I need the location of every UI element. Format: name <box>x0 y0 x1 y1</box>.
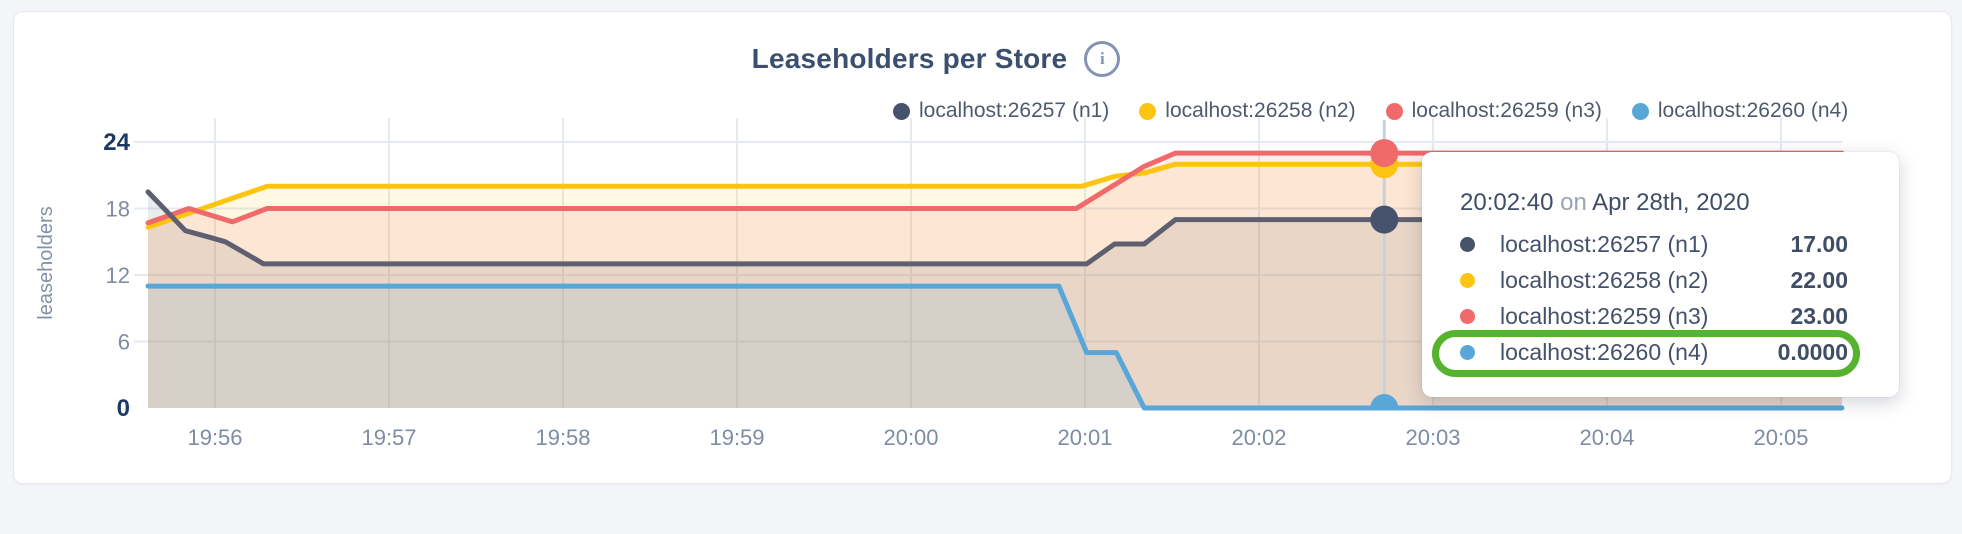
legend: localhost:26257 (n1) localhost:26258 (n2… <box>893 99 1848 123</box>
y-tick-label: 12 <box>106 263 130 288</box>
tooltip-series-label: localhost:26260 (n4) <box>1500 338 1709 365</box>
x-tick-label: 20:01 <box>1057 425 1112 450</box>
tooltip-row-n1: localhost:26257 (n1) 17.00 <box>1460 226 1848 262</box>
series-line-localhost:26257 (n1) <box>145 189 1845 267</box>
tooltip-series-value: 0.0000 <box>1777 338 1848 365</box>
hover-dot-localhost:26257 (n1) <box>1370 205 1399 234</box>
y-tick-label: 0 <box>117 395 130 422</box>
series-area-localhost:26257 (n1) <box>148 191 1842 408</box>
x-tick-label: 20:05 <box>1753 425 1808 450</box>
tooltip-series-label: localhost:26259 (n3) <box>1500 302 1709 329</box>
tooltip-connector: on <box>1560 189 1587 216</box>
y-tick-label: 18 <box>106 197 130 222</box>
legend-item-n2: localhost:26258 (n2) <box>1139 99 1356 123</box>
legend-label-n4: localhost:26260 (n4) <box>1657 99 1849 122</box>
x-tick-label: 20:03 <box>1405 425 1460 450</box>
tooltip-series-value: 17.00 <box>1790 230 1848 257</box>
x-tick-label: 19:58 <box>535 425 590 450</box>
series-line-localhost:26260 (n4) <box>145 283 1845 411</box>
hover-dot-localhost:26259 (n3) <box>1370 139 1399 168</box>
series-dot-n3-icon <box>1460 308 1475 324</box>
legend-dot-n2-icon <box>1139 102 1157 120</box>
y-tick-label: 6 <box>118 330 130 355</box>
legend-item-n1: localhost:26257 (n1) <box>893 99 1109 123</box>
series-line-localhost:26258 (n2) <box>145 161 1845 230</box>
hover-tooltip: 20:02:40 on Apr 28th, 2020 localhost:262… <box>1422 152 1899 397</box>
tooltip-series-value: 23.00 <box>1790 302 1848 329</box>
tooltip-row-n4: localhost:26260 (n4) 0.0000 <box>1460 334 1848 370</box>
tooltip-series-label: localhost:26258 (n2) <box>1500 266 1709 293</box>
tooltip-timestamp: 20:02:40 on Apr 28th, 2020 <box>1460 188 1848 218</box>
tooltip-series-label: localhost:26257 (n1) <box>1500 230 1709 257</box>
tooltip-date: Apr 28th, 2020 <box>1592 189 1750 216</box>
legend-item-n4: localhost:26260 (n4) <box>1631 99 1849 123</box>
x-tick-label: 20:04 <box>1579 425 1634 450</box>
series-dot-n2-icon <box>1460 272 1475 288</box>
info-icon[interactable]: i <box>1084 41 1121 77</box>
legend-dot-n4-icon <box>1631 102 1649 120</box>
tooltip-series-value: 22.00 <box>1790 266 1848 293</box>
series-area-localhost:26259 (n3) <box>148 153 1842 408</box>
series-dot-n4-icon <box>1460 344 1475 360</box>
chart-header: Leaseholders per Store i <box>0 41 1917 77</box>
series-line-localhost:26259 (n3) <box>145 150 1845 226</box>
tooltip-time: 20:02:40 <box>1460 189 1554 216</box>
tooltip-row-n3: localhost:26259 (n3) 23.00 <box>1460 298 1848 334</box>
chart-title: Leaseholders per Store <box>751 43 1068 74</box>
x-tick-label: 19:59 <box>709 425 764 450</box>
legend-dot-n3-icon <box>1385 102 1403 120</box>
legend-item-n3: localhost:26259 (n3) <box>1385 99 1602 123</box>
hover-dot-localhost:26260 (n4) <box>1370 394 1399 408</box>
legend-label-n1: localhost:26257 (n1) <box>919 99 1110 122</box>
series-dot-n1-icon <box>1460 236 1475 252</box>
series-area-localhost:26260 (n4) <box>148 286 1842 408</box>
x-tick-label: 19:57 <box>361 425 416 450</box>
y-axis-label: leaseholders <box>35 206 57 319</box>
x-tick-label: 19:56 <box>187 425 242 450</box>
x-tick-label: 20:00 <box>883 425 938 450</box>
tooltip-row-n2: localhost:26258 (n2) 22.00 <box>1460 262 1848 298</box>
y-tick-label: 24 <box>103 129 130 156</box>
legend-label-n2: localhost:26258 (n2) <box>1165 99 1356 122</box>
x-tick-label: 20:02 <box>1231 425 1286 450</box>
legend-label-n3: localhost:26259 (n3) <box>1411 99 1602 122</box>
legend-dot-n1-icon <box>893 102 910 120</box>
